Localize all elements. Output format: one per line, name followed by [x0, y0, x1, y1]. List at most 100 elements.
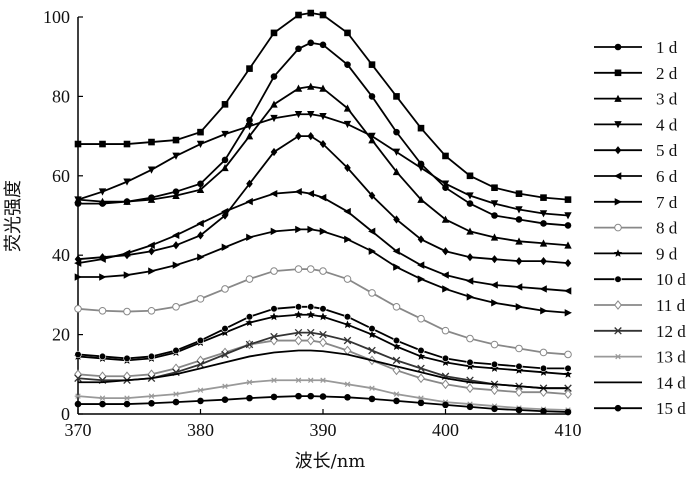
- data-point: [417, 395, 425, 401]
- y-tick-label: 100: [43, 7, 70, 27]
- data-point: [368, 325, 376, 333]
- data-point: [319, 330, 327, 339]
- data-point: [98, 352, 107, 361]
- data-point: [417, 399, 425, 407]
- data-point: [295, 45, 302, 53]
- data-point: [270, 267, 278, 275]
- data-point: [393, 397, 400, 405]
- data-point: [307, 39, 315, 47]
- data-point: [515, 406, 523, 414]
- data-point: [270, 100, 278, 108]
- plot-area: 370 380 390 400 410 0 20 40 60 80 100: [43, 7, 582, 440]
- data-point: [172, 391, 180, 397]
- data-point: [466, 227, 474, 235]
- data-point: [98, 188, 107, 196]
- y-tick-label: 0: [61, 404, 70, 424]
- legend-item: 3 d: [594, 90, 678, 109]
- data-point: [344, 235, 352, 244]
- legend-label: 12 d: [656, 322, 686, 341]
- data-point: [539, 285, 547, 293]
- data-point: [147, 195, 156, 203]
- data-point: [221, 243, 229, 251]
- data-point: [515, 206, 523, 214]
- y-tick-label: 80: [52, 86, 70, 106]
- data-point: [221, 207, 229, 216]
- data-point: [245, 275, 254, 283]
- data-point: [490, 340, 499, 349]
- data-point: [147, 166, 156, 174]
- x-axis-title: 波长/nm: [295, 451, 366, 472]
- data-point: [221, 163, 229, 172]
- data-point: [441, 379, 450, 390]
- legend-label: 7 d: [656, 193, 678, 212]
- data-point: [515, 283, 523, 291]
- data-point: [123, 271, 131, 279]
- data-point: [540, 220, 547, 227]
- data-point: [221, 156, 229, 164]
- x-tick-label: 410: [555, 420, 582, 440]
- data-point: [393, 263, 401, 271]
- data-point: [515, 387, 523, 398]
- data-point: [343, 120, 352, 129]
- data-point: [392, 342, 401, 350]
- data-point: [270, 189, 278, 198]
- series-7: [74, 225, 572, 317]
- data-point: [564, 364, 572, 372]
- data-point: [196, 295, 205, 303]
- data-point: [294, 303, 303, 311]
- series-line: [77, 379, 569, 411]
- data-point: [99, 140, 106, 148]
- data-point: [245, 197, 253, 206]
- data-point: [307, 377, 315, 383]
- data-point: [368, 227, 376, 236]
- legend-label: 11 d: [656, 296, 686, 315]
- data-point: [245, 132, 254, 140]
- data-point: [368, 191, 376, 200]
- data-point: [197, 397, 204, 405]
- data-point: [245, 313, 254, 321]
- data-point: [221, 285, 229, 293]
- data-point: [540, 407, 547, 415]
- y-tick-label: 60: [52, 166, 70, 186]
- data-point: [515, 190, 523, 197]
- data-point: [306, 328, 315, 337]
- data-point: [466, 358, 474, 366]
- legend-label: 9 d: [656, 244, 678, 263]
- data-point: [172, 152, 180, 160]
- data-point: [307, 303, 315, 311]
- legend-label: 5 d: [656, 141, 678, 160]
- data-point: [343, 207, 351, 216]
- data-point: [172, 136, 180, 144]
- data-point: [319, 227, 327, 236]
- data-point: [392, 336, 401, 345]
- data-point: [368, 385, 376, 391]
- data-point: [294, 335, 303, 346]
- legend-item: 12 d: [594, 322, 686, 341]
- data-point: [564, 222, 572, 229]
- data-point: [74, 259, 82, 267]
- legend-marker: [614, 43, 622, 51]
- legend-item: 6 d: [594, 167, 678, 186]
- data-point: [539, 364, 548, 372]
- data-point: [295, 11, 302, 19]
- data-point: [466, 277, 474, 285]
- series-14: [78, 349, 568, 390]
- data-point: [172, 241, 180, 250]
- data-point: [393, 391, 400, 397]
- data-point: [466, 253, 474, 262]
- data-point: [98, 306, 107, 315]
- data-point: [539, 387, 548, 398]
- series-3: [74, 82, 572, 249]
- data-point: [490, 385, 499, 396]
- legend-marker: [614, 275, 622, 283]
- data-point: [319, 84, 327, 92]
- data-point: [294, 310, 303, 319]
- legend-label: 1 d: [656, 38, 678, 57]
- data-point: [343, 104, 352, 112]
- data-point: [490, 200, 499, 208]
- data-point: [466, 192, 474, 200]
- data-point: [417, 235, 425, 244]
- data-point: [147, 241, 155, 249]
- data-point: [74, 304, 82, 313]
- legend-item: 2 d: [594, 64, 678, 83]
